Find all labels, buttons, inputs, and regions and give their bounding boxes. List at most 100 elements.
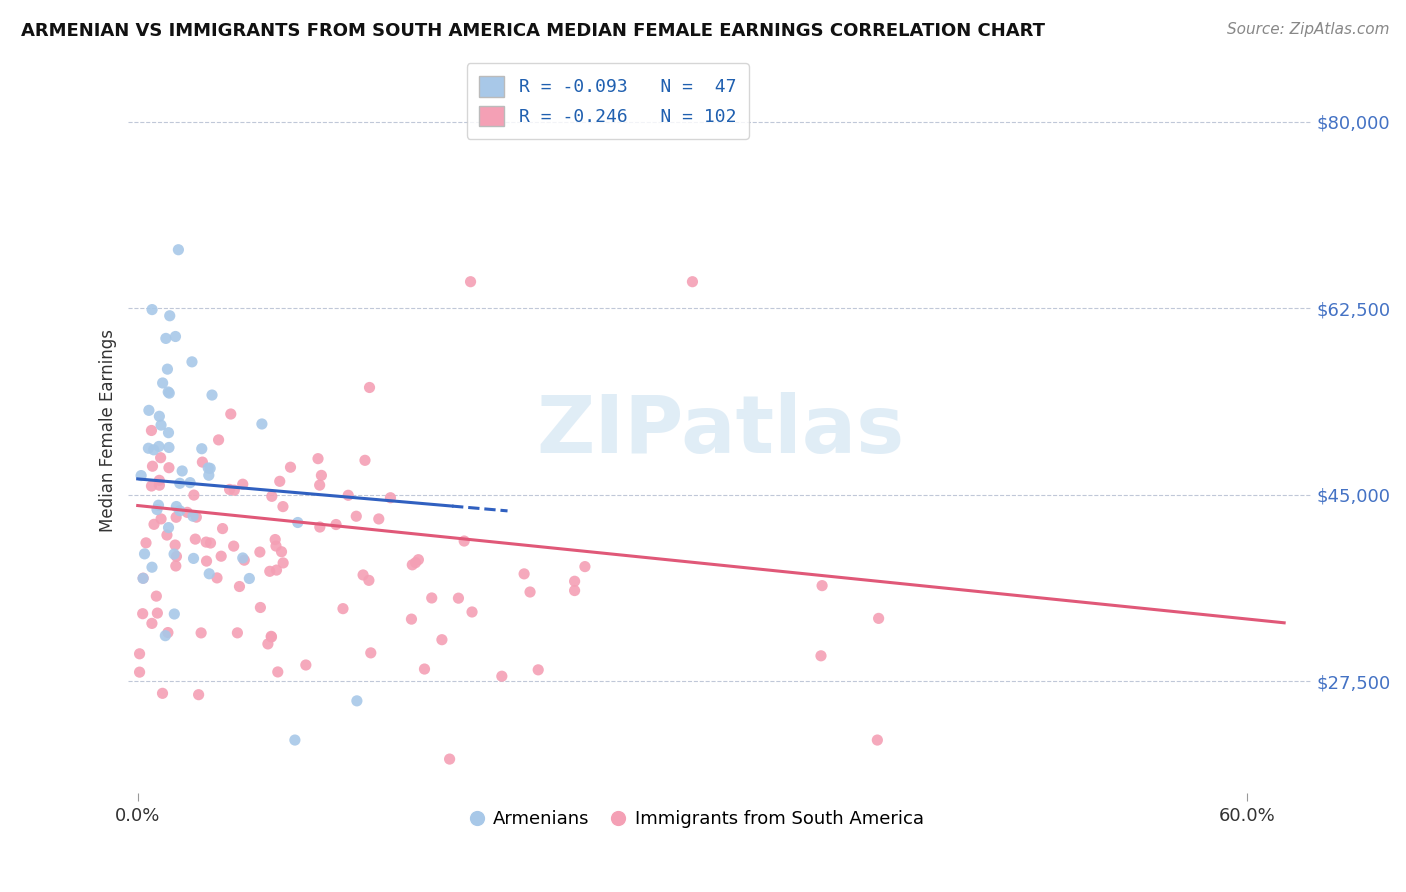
Point — [186, 510, 208, 524]
Point — [574, 559, 596, 574]
Point — [141, 302, 163, 317]
Point — [141, 479, 163, 493]
Point — [200, 536, 222, 550]
Point — [150, 418, 173, 433]
Point — [148, 439, 170, 453]
Point — [183, 551, 205, 566]
Point — [157, 384, 180, 399]
Point — [135, 536, 157, 550]
Point — [152, 376, 174, 390]
Point — [810, 648, 832, 663]
Point — [141, 616, 163, 631]
Point — [148, 409, 170, 424]
Point — [519, 585, 541, 599]
Point — [267, 665, 290, 679]
Point — [157, 441, 180, 455]
Point — [461, 605, 484, 619]
Point — [271, 556, 294, 570]
Point — [141, 560, 163, 574]
Point — [146, 606, 169, 620]
Point — [156, 625, 179, 640]
Point — [447, 591, 470, 606]
Point — [176, 505, 198, 519]
Point — [222, 539, 245, 553]
Point — [270, 545, 292, 559]
Point — [249, 545, 271, 559]
Point — [357, 574, 380, 588]
Point — [460, 275, 482, 289]
Point — [150, 512, 173, 526]
Point — [408, 552, 430, 566]
Point — [287, 516, 309, 530]
Point — [165, 538, 187, 552]
Point — [132, 571, 155, 585]
Point — [141, 459, 163, 474]
Point — [145, 589, 167, 603]
Point — [308, 520, 330, 534]
Point — [128, 665, 150, 680]
Point — [198, 566, 221, 581]
Point — [152, 686, 174, 700]
Point — [266, 563, 288, 577]
Point — [155, 629, 177, 643]
Point — [224, 483, 246, 498]
Point — [681, 275, 703, 289]
Point — [250, 417, 273, 431]
Point — [143, 517, 166, 532]
Point — [128, 647, 150, 661]
Point — [260, 629, 283, 643]
Point — [453, 534, 475, 549]
Point — [269, 475, 291, 489]
Point — [430, 632, 453, 647]
Point — [155, 331, 177, 345]
Text: ARMENIAN VS IMMIGRANTS FROM SOUTH AMERICA MEDIAN FEMALE EARNINGS CORRELATION CHA: ARMENIAN VS IMMIGRANTS FROM SOUTH AMERIC… — [21, 22, 1045, 40]
Point — [184, 532, 207, 546]
Point — [284, 733, 307, 747]
Point — [169, 504, 191, 518]
Point — [172, 464, 194, 478]
Point — [138, 442, 160, 456]
Point — [295, 658, 318, 673]
Point — [156, 362, 179, 376]
Point — [527, 663, 550, 677]
Point — [264, 533, 287, 547]
Point — [491, 669, 513, 683]
Y-axis label: Median Female Earnings: Median Female Earnings — [100, 329, 117, 533]
Point — [259, 564, 281, 578]
Point — [138, 403, 160, 417]
Point — [181, 355, 204, 369]
Point — [344, 509, 367, 524]
Point — [165, 510, 187, 524]
Point — [142, 442, 165, 457]
Point — [260, 489, 283, 503]
Point — [134, 547, 156, 561]
Point — [156, 528, 179, 542]
Point — [167, 243, 190, 257]
Point — [195, 554, 218, 568]
Point — [264, 539, 287, 553]
Point — [191, 455, 214, 469]
Point — [198, 461, 221, 475]
Point — [439, 752, 461, 766]
Point — [380, 491, 402, 505]
Point — [165, 329, 187, 343]
Point — [307, 451, 329, 466]
Point — [868, 611, 890, 625]
Point — [165, 558, 187, 573]
Point — [157, 460, 180, 475]
Point — [308, 478, 330, 492]
Point — [148, 478, 170, 492]
Point — [157, 520, 180, 534]
Point — [513, 566, 536, 581]
Point — [228, 580, 250, 594]
Point — [405, 556, 427, 570]
Point — [233, 553, 256, 567]
Text: ZIPatlas: ZIPatlas — [536, 392, 904, 470]
Point — [141, 424, 163, 438]
Point — [165, 500, 187, 514]
Point — [211, 522, 233, 536]
Point — [354, 453, 377, 467]
Point — [219, 407, 242, 421]
Point — [190, 626, 212, 640]
Point — [198, 468, 221, 483]
